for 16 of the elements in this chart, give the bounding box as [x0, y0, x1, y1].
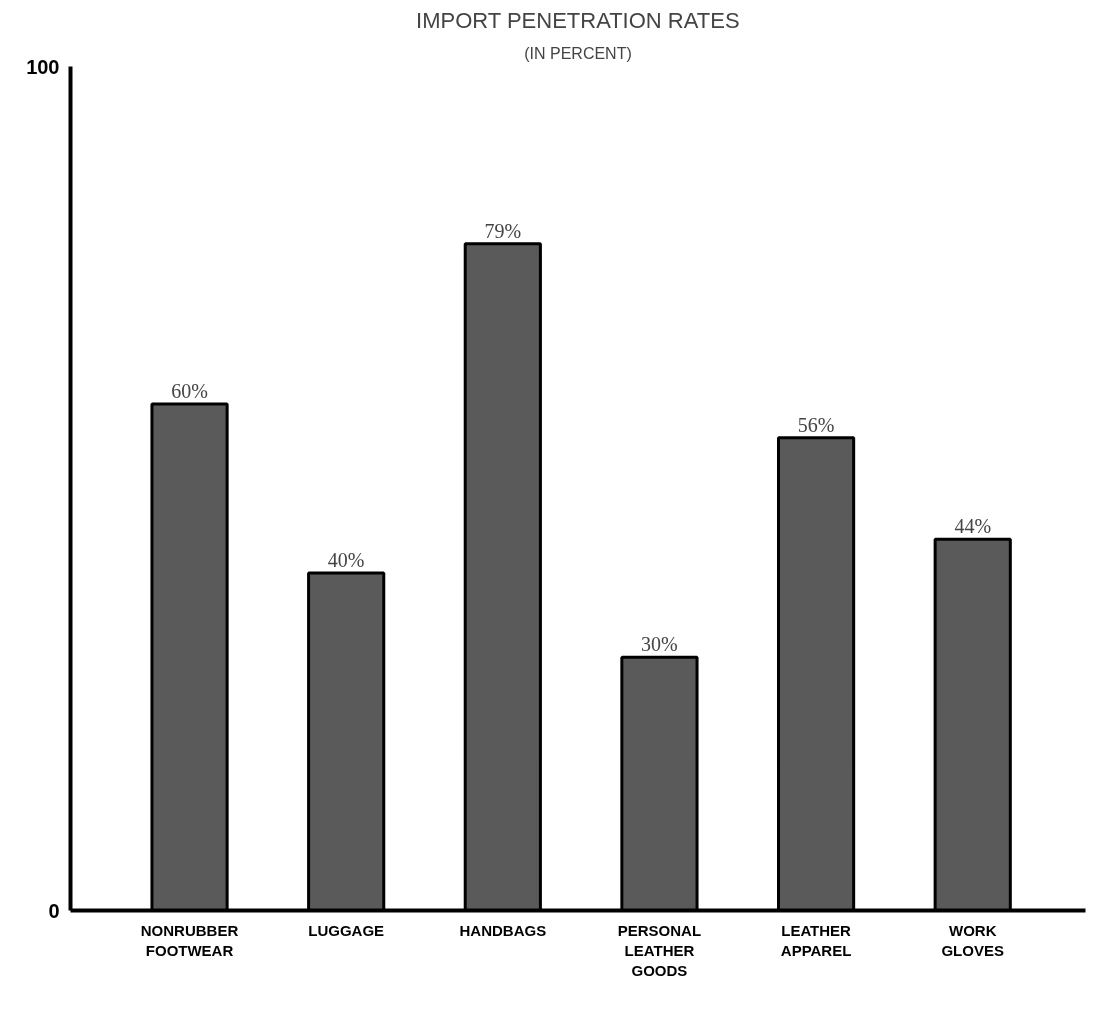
data-label: 40% [327, 548, 365, 571]
x-tick-label: NONRUBBER FOOTWEAR [140, 921, 239, 959]
x-tick-label: LEATHER APPAREL [780, 921, 852, 959]
data-label: 60% [171, 380, 208, 403]
chart-title: IMPORT PENETRATION RATES [416, 7, 740, 33]
x-tick-label: HANDBAGS [459, 921, 547, 939]
y-tick-label: 100 [26, 55, 60, 78]
y-tick-label: 0 [48, 899, 60, 922]
x-tick-label: WORK GLOVES [941, 921, 1004, 959]
x-tick-label: PERSONAL LEATHER GOODS [617, 921, 702, 980]
x-tick-label: LUGGAGE [308, 921, 385, 939]
data-label: 79% [484, 219, 522, 242]
chart-subtitle: (IN PERCENT) [524, 44, 632, 62]
data-label: 56% [797, 413, 835, 436]
data-label: 44% [954, 515, 992, 538]
data-label: 30% [641, 633, 678, 656]
